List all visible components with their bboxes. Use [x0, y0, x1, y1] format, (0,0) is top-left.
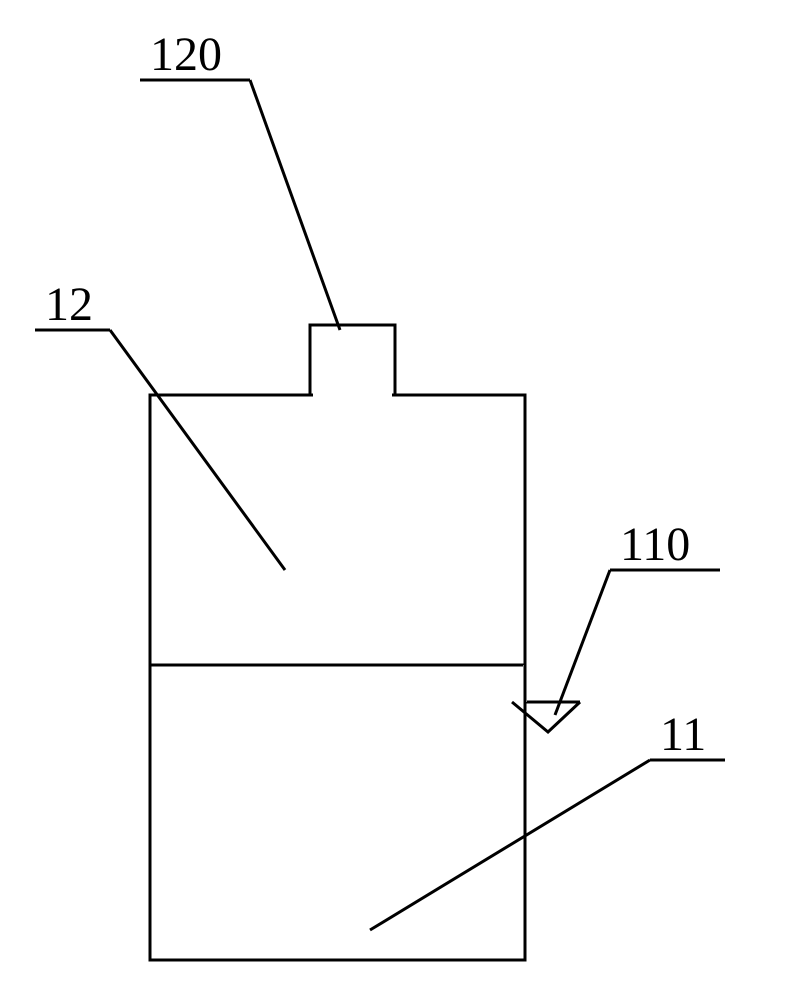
label-12-group: 12 — [35, 278, 285, 570]
label-120-group: 120 — [140, 28, 340, 330]
label-11-group: 11 — [370, 708, 725, 930]
upper-rect — [150, 395, 525, 665]
label-120-text: 120 — [150, 28, 222, 81]
diagram-canvas: 120 12 110 11 — [0, 0, 798, 1000]
label-12-leader — [110, 330, 285, 570]
label-110-leader — [555, 570, 610, 715]
label-110-text: 110 — [620, 518, 690, 571]
label-12-text: 12 — [45, 278, 93, 331]
top-protrusion — [310, 325, 395, 395]
label-110-group: 110 — [555, 518, 720, 715]
label-120-leader — [250, 80, 340, 330]
main-shape — [150, 325, 580, 960]
lower-rect — [150, 665, 525, 960]
label-11-leader — [370, 760, 650, 930]
label-11-text: 11 — [660, 708, 706, 761]
